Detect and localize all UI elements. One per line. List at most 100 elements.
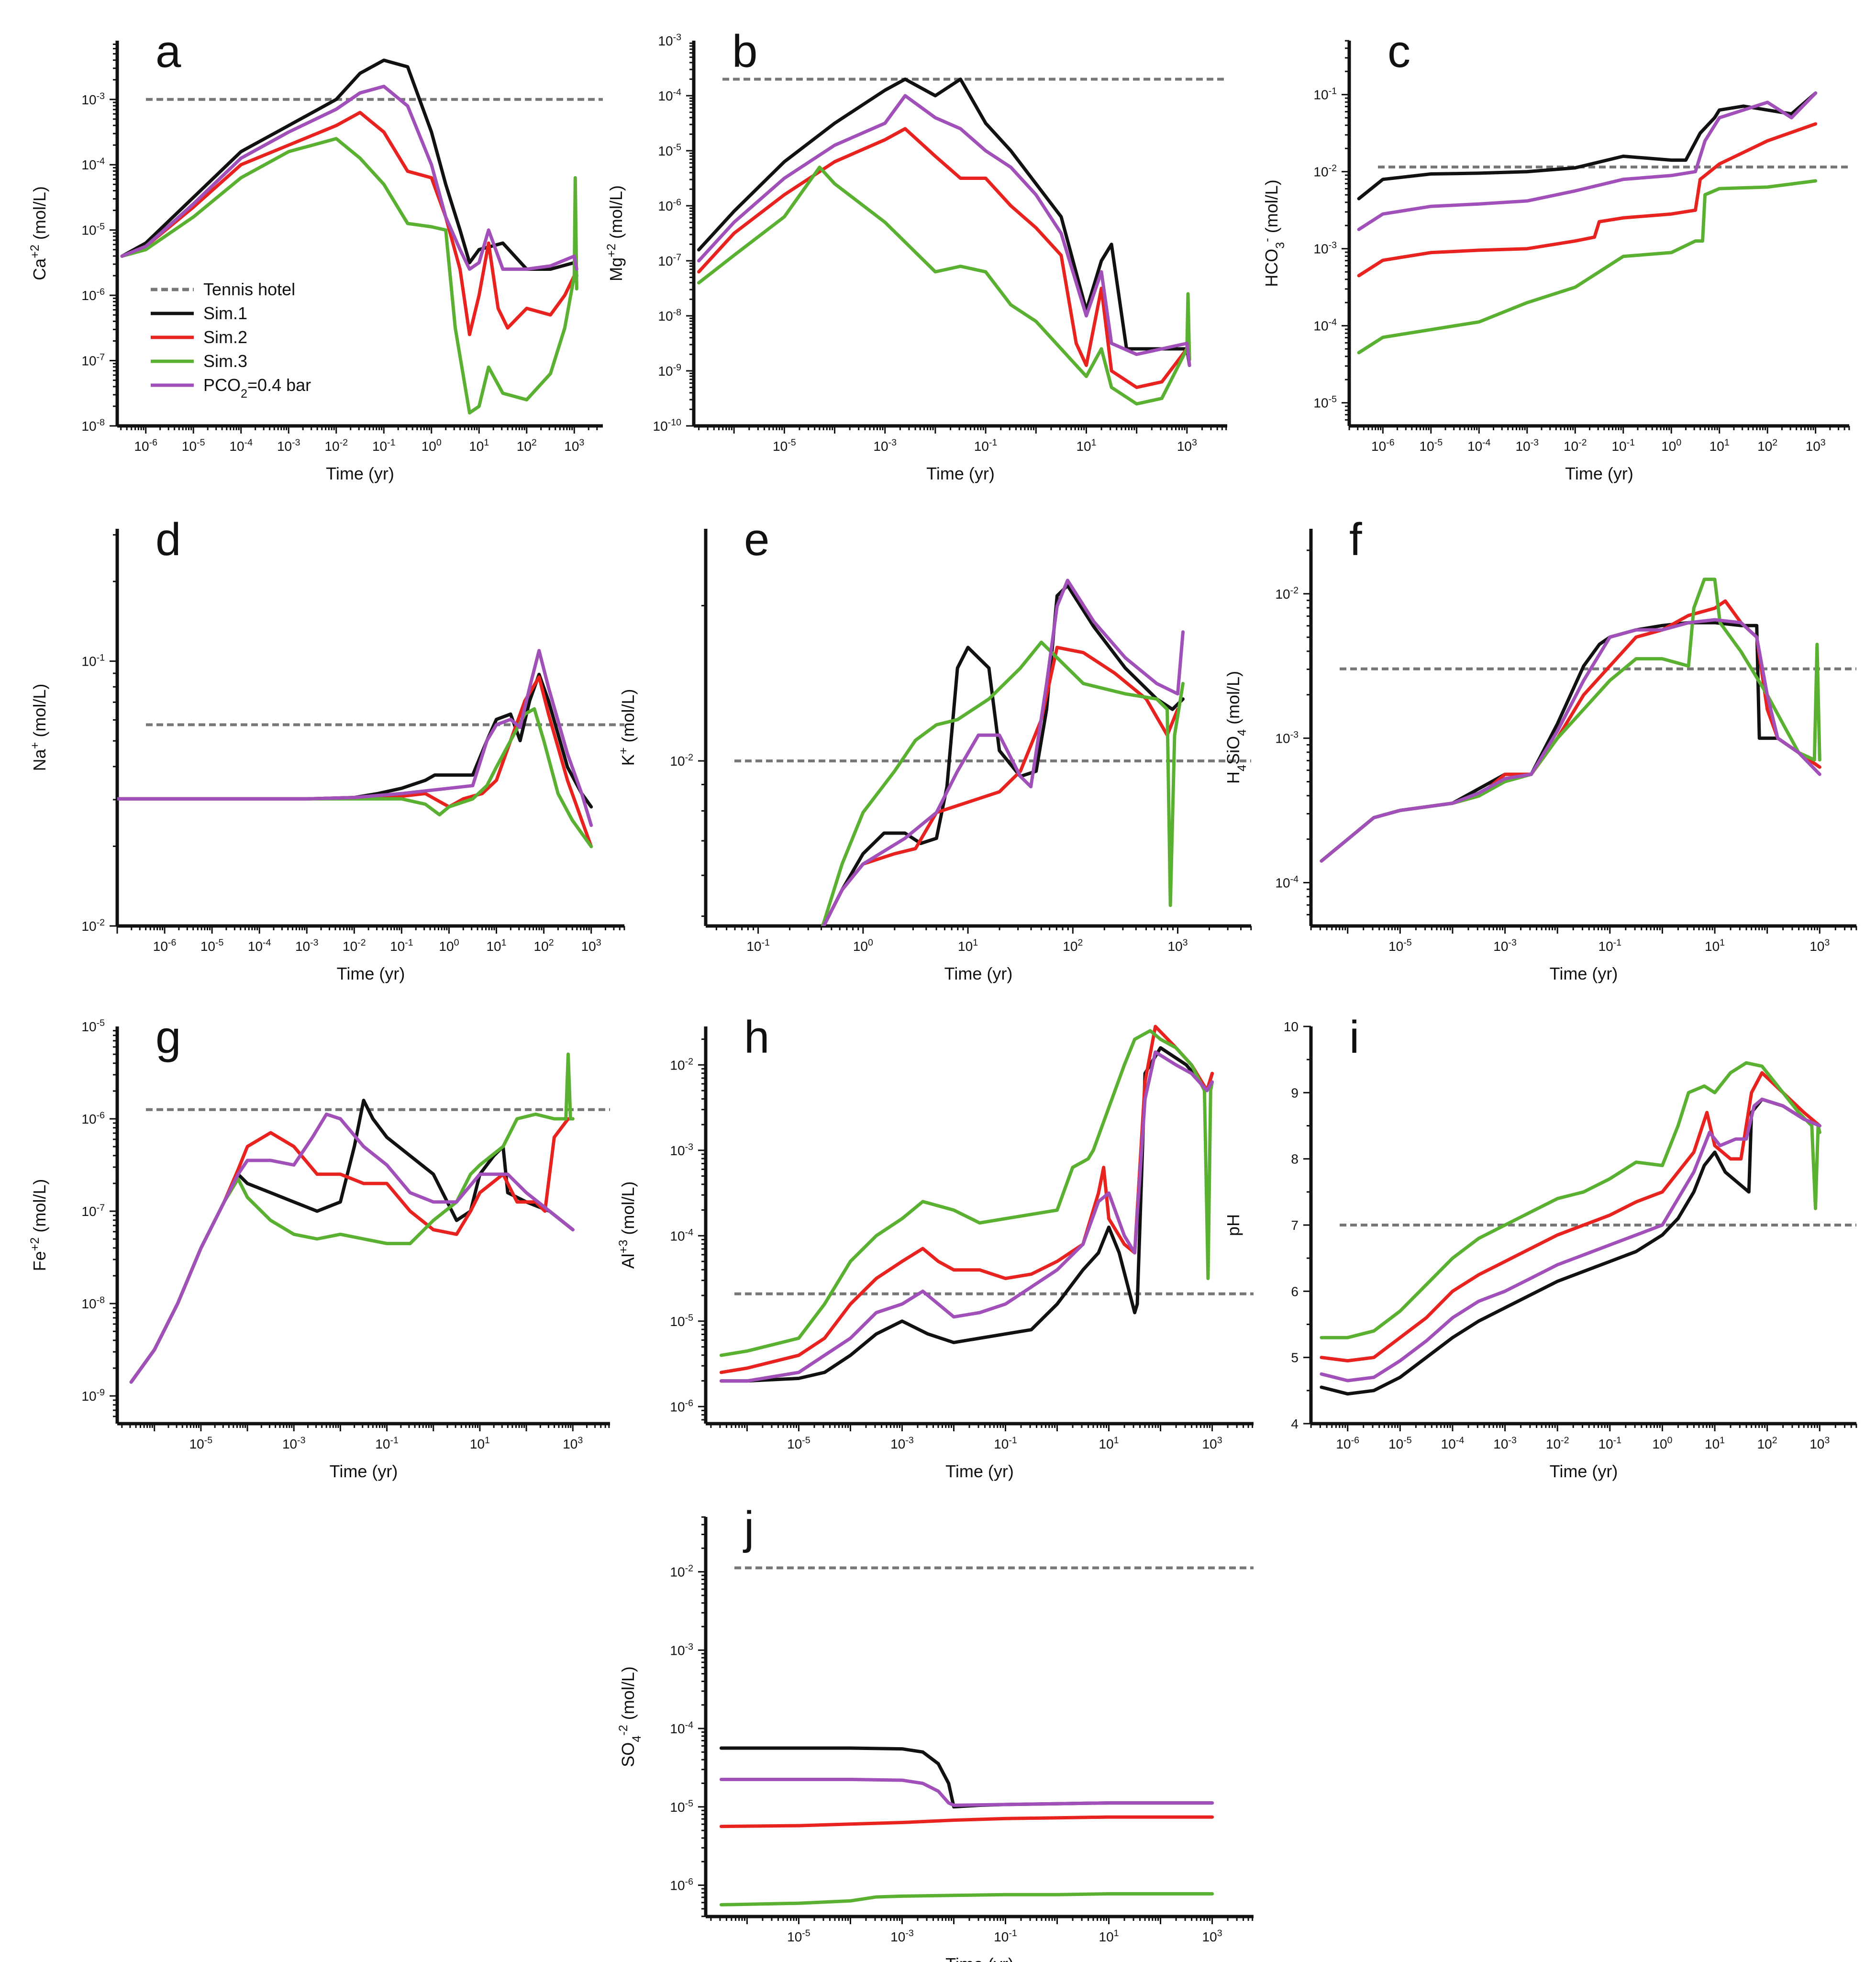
legend-label-2: Sim.2 xyxy=(203,327,247,347)
x-tick-label-a: 10-3 xyxy=(277,437,300,454)
x-tick-label-i: 100 xyxy=(1652,1435,1672,1451)
x-tick-label-c: 10-5 xyxy=(1420,437,1443,454)
y-tick-label-b: 10-3 xyxy=(658,32,681,48)
chart-c: 10-6 10-5 10-4 10-3 10-2 10-1 100 101 102 103 10-5… xyxy=(1260,26,1850,483)
y-tick-label-b: 10-10 xyxy=(653,417,682,434)
x-tick-label-c: 102 xyxy=(1757,437,1777,454)
y-tick-label-j: 10-3 xyxy=(670,1641,693,1658)
x-tick-label-f: 103 xyxy=(1809,937,1830,954)
y-axis-label-d: Na+ (mol/L) xyxy=(28,684,49,771)
x-axis-label-h: Time (yr) xyxy=(945,1461,1014,1481)
y-axis-label-h: Al+3 (mol/L) xyxy=(617,1182,638,1269)
legend-label-3: Sim.3 xyxy=(203,351,247,371)
series-h-2 xyxy=(719,1029,1214,1357)
x-tick-label-b: 10-5 xyxy=(773,437,796,454)
y-axis-label-f: H4SiO4 (mol/L) xyxy=(1223,671,1249,784)
y-tick-label-c: 10-1 xyxy=(1313,86,1337,102)
series-c-3 xyxy=(1357,91,1818,231)
x-tick-label-d: 102 xyxy=(534,937,554,954)
x-axis-label-e: Time (yr) xyxy=(944,964,1013,983)
series-f-2 xyxy=(1320,578,1821,863)
x-axis-label-a: Time (yr) xyxy=(326,464,394,483)
x-tick-label-i: 102 xyxy=(1757,1435,1777,1451)
x-tick-label-c: 10-2 xyxy=(1564,437,1587,454)
panel-letter-f: f xyxy=(1349,514,1362,565)
x-axis-label-b: Time (yr) xyxy=(926,464,995,483)
x-tick-label-d: 10-2 xyxy=(343,937,366,954)
x-tick-label-c: 10-1 xyxy=(1611,437,1635,454)
y-tick-label-h: 10-3 xyxy=(670,1142,693,1158)
x-tick-label-c: 103 xyxy=(1806,437,1826,454)
x-tick-label-g: 10-1 xyxy=(375,1435,399,1451)
series-i-3 xyxy=(1320,1097,1821,1382)
x-tick-label-d: 10-3 xyxy=(295,937,319,954)
y-tick-label-c: 10-2 xyxy=(1313,163,1337,179)
chart-i: 10-6 10-5 10-4 10-3 10-2 10-1 100 101 102 103 4 5 6 7… xyxy=(1223,1012,1857,1481)
y-tick-label-i: 8 xyxy=(1291,1152,1299,1167)
x-tick-label-c: 10-4 xyxy=(1467,437,1491,454)
x-axis-label-c: Time (yr) xyxy=(1565,464,1633,483)
series-i-1 xyxy=(1320,1071,1821,1363)
y-tick-label-j: 10-5 xyxy=(670,1798,693,1815)
x-tick-label-f: 10-1 xyxy=(1598,937,1622,954)
y-axis-label-c: HCO3- (mol/L) xyxy=(1260,179,1287,287)
x-tick-label-b: 103 xyxy=(1177,437,1197,454)
series-c-2 xyxy=(1357,179,1818,355)
x-tick-label-j: 103 xyxy=(1202,1928,1222,1944)
y-tick-label-a: 10-7 xyxy=(81,352,105,368)
x-tick-label-d: 10-1 xyxy=(390,937,413,954)
chart-f: 10-5 10-3 10-1 101 103 10-4 10-3 10-2 Time (yr) H… xyxy=(1223,514,1857,983)
x-tick-label-i: 10-4 xyxy=(1441,1435,1465,1451)
x-tick-label-d: 100 xyxy=(439,937,459,954)
x-tick-label-i: 10-6 xyxy=(1336,1435,1359,1451)
x-tick-label-i: 10-1 xyxy=(1598,1435,1622,1451)
series-j-0 xyxy=(719,1746,1214,1809)
y-tick-label-c: 10-5 xyxy=(1313,394,1337,411)
legend-label-0: Tennis hotel xyxy=(203,279,295,299)
x-tick-label-a: 10-2 xyxy=(324,437,348,454)
x-tick-label-h: 101 xyxy=(1099,1435,1119,1451)
series-b-1 xyxy=(697,127,1189,389)
x-tick-label-i: 10-3 xyxy=(1493,1435,1517,1451)
x-tick-label-g: 10-3 xyxy=(282,1435,306,1451)
series-i-2 xyxy=(1320,1061,1821,1339)
x-tick-label-a: 101 xyxy=(469,437,489,454)
x-tick-label-f: 101 xyxy=(1705,937,1725,954)
x-tick-label-j: 10-5 xyxy=(787,1928,810,1944)
y-tick-label-f: 10-2 xyxy=(1275,585,1299,602)
y-tick-label-b: 10-8 xyxy=(658,307,681,323)
chart-h: 10-5 10-3 10-1 101 103 10-6 10-5 10-4 10-3 10-2 Ti… xyxy=(617,1012,1254,1481)
panel-letter-i: i xyxy=(1349,1012,1359,1063)
legend-label-1: Sim.1 xyxy=(203,303,247,323)
panel-letter-b: b xyxy=(732,26,757,77)
x-tick-label-c: 100 xyxy=(1661,437,1681,454)
x-tick-label-g: 10-5 xyxy=(189,1435,213,1451)
series-j-3 xyxy=(719,1778,1214,1807)
series-d-1 xyxy=(117,675,593,848)
series-h-3 xyxy=(719,1050,1214,1383)
y-tick-label-g: 10-8 xyxy=(81,1295,105,1311)
y-tick-label-a: 10-4 xyxy=(81,156,105,172)
y-tick-label-b: 10-5 xyxy=(658,142,681,158)
x-axis-label-j: Time (yr) xyxy=(945,1954,1014,1962)
x-tick-label-e: 100 xyxy=(853,937,873,954)
series-a-3 xyxy=(120,85,578,271)
chart-g: 10-5 10-3 10-1 101 103 10-9 10-8 10-7 10-6 10-5 Ti… xyxy=(28,1012,610,1481)
x-tick-label-c: 10-6 xyxy=(1371,437,1395,454)
series-e-0 xyxy=(821,584,1185,926)
y-axis-label-a: Ca+2 (mol/L) xyxy=(28,186,49,280)
legend-label-4: PCO2=0.4 bar xyxy=(203,375,311,401)
y-tick-label-h: 10-4 xyxy=(670,1227,693,1243)
x-tick-label-a: 103 xyxy=(564,437,584,454)
series-g-3 xyxy=(129,1112,575,1384)
series-a-1 xyxy=(120,111,578,336)
x-tick-label-g: 103 xyxy=(563,1435,583,1451)
y-tick-label-d: 10-1 xyxy=(81,653,105,669)
x-tick-label-a: 10-1 xyxy=(372,437,396,454)
series-b-0 xyxy=(697,78,1191,367)
series-c-1 xyxy=(1357,122,1818,278)
y-tick-label-d: 10-2 xyxy=(81,917,105,934)
x-axis-label-i: Time (yr) xyxy=(1550,1461,1618,1481)
x-tick-label-h: 10-1 xyxy=(994,1435,1017,1451)
